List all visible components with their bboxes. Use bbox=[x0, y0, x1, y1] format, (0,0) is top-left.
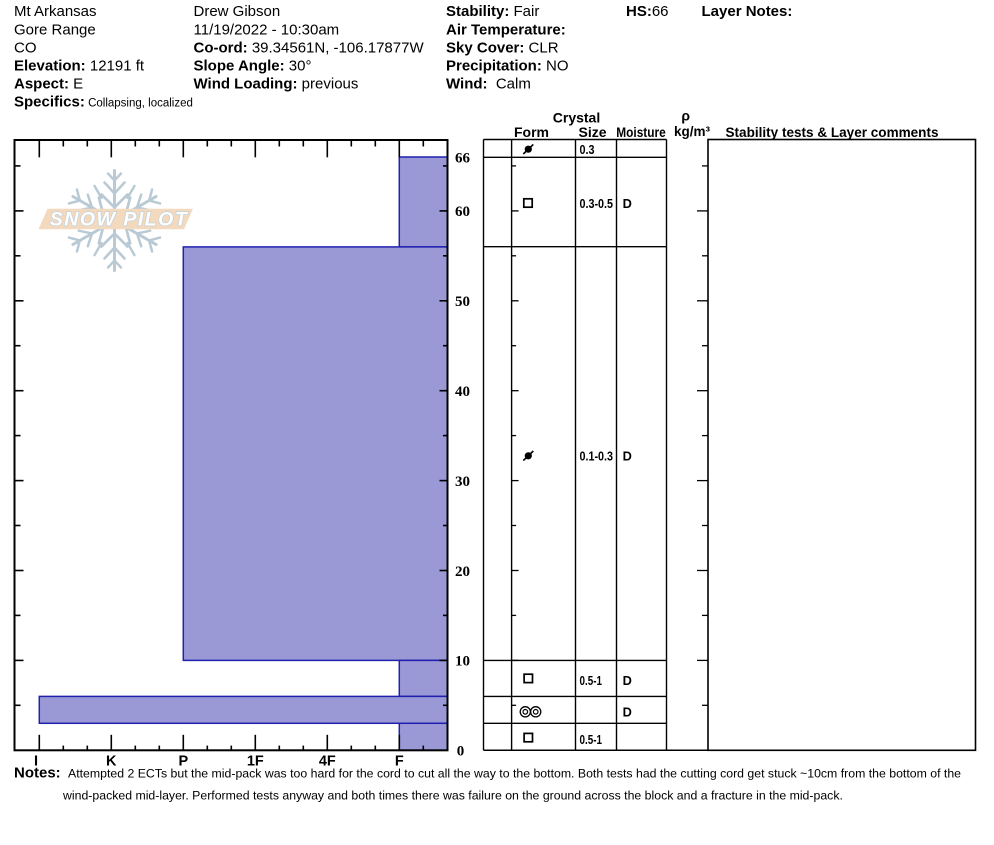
svg-text:0.3-0.5: 0.3-0.5 bbox=[580, 196, 614, 211]
svg-text:kg/m³: kg/m³ bbox=[674, 124, 711, 139]
svg-text:D: D bbox=[623, 449, 632, 464]
svg-text:Slope Angle: 30°: Slope Angle: 30° bbox=[194, 58, 312, 75]
svg-text:Layer Notes:: Layer Notes: bbox=[702, 3, 793, 20]
svg-text:Air Temperature:: Air Temperature: bbox=[446, 21, 566, 38]
svg-text:Stability tests & Layer commen: Stability tests & Layer comments bbox=[726, 124, 939, 140]
svg-text:30: 30 bbox=[455, 474, 470, 490]
svg-text:40: 40 bbox=[455, 384, 470, 400]
svg-text:Crystal: Crystal bbox=[553, 110, 600, 126]
svg-text:Co-ord: 39.34561N, -106.17877W: Co-ord: 39.34561N, -106.17877W bbox=[194, 39, 425, 56]
svg-text:Elevation: 12191 ft: Elevation: 12191 ft bbox=[14, 58, 145, 75]
svg-text:Sky Cover: CLR: Sky Cover: CLR bbox=[446, 39, 559, 56]
svg-text:66: 66 bbox=[455, 150, 471, 166]
svg-text:Drew Gibson: Drew Gibson bbox=[194, 3, 281, 20]
svg-text:I: I bbox=[34, 754, 38, 770]
svg-text:60: 60 bbox=[455, 204, 470, 220]
svg-text:CO: CO bbox=[14, 39, 37, 56]
svg-text:11/19/2022 - 10:30am: 11/19/2022 - 10:30am bbox=[194, 21, 340, 38]
svg-text:Precipitation: NO: Precipitation: NO bbox=[446, 58, 569, 75]
svg-text:0.1-0.3: 0.1-0.3 bbox=[580, 449, 614, 464]
svg-text:P: P bbox=[178, 754, 188, 770]
svg-text:Aspect: E: Aspect: E bbox=[14, 76, 83, 93]
svg-text:0.5-1: 0.5-1 bbox=[580, 673, 603, 688]
svg-text:Attempted 2 ECTs but the mid-p: Attempted 2 ECTs but the mid-pack was to… bbox=[68, 767, 961, 781]
svg-text:10: 10 bbox=[455, 654, 470, 670]
svg-text:Specifics: Collapsing, localiz: Specifics: Collapsing, localized bbox=[14, 94, 193, 111]
svg-text:Form: Form bbox=[514, 124, 549, 140]
svg-text:D: D bbox=[623, 705, 632, 720]
svg-text:F: F bbox=[395, 754, 404, 770]
svg-text:Size: Size bbox=[578, 124, 606, 140]
svg-text:Wind Loading: previous: Wind Loading: previous bbox=[194, 76, 359, 93]
svg-text:4F: 4F bbox=[319, 754, 336, 770]
svg-text:Notes:: Notes: bbox=[14, 765, 61, 782]
svg-text:50: 50 bbox=[455, 294, 470, 310]
svg-text:K: K bbox=[106, 754, 117, 770]
svg-text:0.3: 0.3 bbox=[580, 142, 595, 157]
svg-text:1F: 1F bbox=[247, 754, 264, 770]
svg-text:0.5-1: 0.5-1 bbox=[580, 732, 603, 747]
svg-text:SNOW PILOT: SNOW PILOT bbox=[50, 209, 189, 231]
svg-text:Stability: Fair: Stability: Fair bbox=[446, 3, 539, 20]
svg-text:Gore Range: Gore Range bbox=[14, 21, 96, 38]
svg-text:wind-packed mid-layer. Perform: wind-packed mid-layer. Performed tests a… bbox=[62, 789, 843, 803]
svg-text:D: D bbox=[623, 673, 632, 688]
svg-text:D: D bbox=[623, 196, 632, 211]
svg-text:ρ: ρ bbox=[681, 108, 690, 124]
svg-text:HS:66: HS:66 bbox=[626, 3, 669, 20]
svg-text:0: 0 bbox=[457, 744, 465, 760]
svg-text:Moisture: Moisture bbox=[616, 124, 666, 140]
svg-text:Wind: Calm: Wind: Calm bbox=[446, 76, 531, 93]
svg-text:20: 20 bbox=[455, 564, 470, 580]
svg-text:Mt Arkansas: Mt Arkansas bbox=[14, 3, 97, 20]
